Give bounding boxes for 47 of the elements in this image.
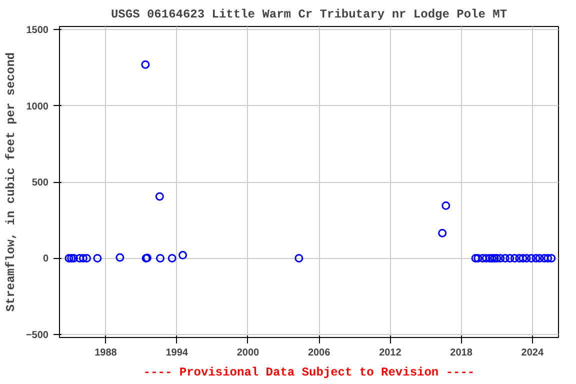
point	[67, 254, 76, 262]
point	[155, 192, 164, 201]
point	[500, 254, 510, 262]
point	[116, 253, 124, 262]
point	[75, 254, 84, 262]
y-tick-label: 1500	[26, 25, 49, 36]
point	[482, 254, 490, 262]
point	[515, 254, 524, 262]
x-tick-label: 1988	[94, 348, 118, 358]
y-tick-label: −500	[26, 330, 49, 341]
point	[532, 254, 540, 262]
point	[474, 254, 482, 262]
point	[156, 254, 164, 262]
x-tick-label: 2024	[521, 348, 544, 358]
y-tick-label: 0	[42, 254, 49, 265]
point	[78, 254, 88, 262]
y-axis-title: Streamflow, in cubic feet per second	[4, 52, 18, 312]
point	[442, 201, 450, 210]
y-tick-label: 1000	[26, 101, 49, 112]
point	[526, 254, 536, 262]
point	[93, 254, 102, 262]
point	[518, 254, 528, 262]
x-tick-label: 1994	[166, 348, 188, 358]
x-tick-label: 2018	[450, 348, 473, 358]
point	[510, 254, 519, 262]
point	[168, 254, 176, 262]
point	[547, 254, 556, 262]
point	[141, 60, 150, 69]
point	[64, 254, 74, 262]
point	[438, 228, 447, 238]
point	[535, 254, 544, 262]
point	[522, 254, 531, 262]
point	[478, 254, 487, 262]
point	[178, 250, 188, 260]
text: ---- Provisional Data Subject to Revision ----	[143, 366, 475, 380]
chart-title: USGS 06164623 Little Warm Cr Tributary nr Lodge Pole MT	[110, 8, 508, 22]
y-tick-label: 500	[32, 178, 49, 188]
point	[544, 254, 552, 262]
x-tick-label: 2000	[236, 348, 260, 358]
point	[82, 254, 92, 262]
x-tick-label: 2006	[308, 348, 331, 358]
point	[294, 254, 304, 262]
point	[471, 254, 480, 262]
point	[506, 254, 514, 262]
x-tick-label: 2012	[379, 348, 402, 358]
point	[540, 254, 549, 262]
point	[496, 254, 505, 262]
